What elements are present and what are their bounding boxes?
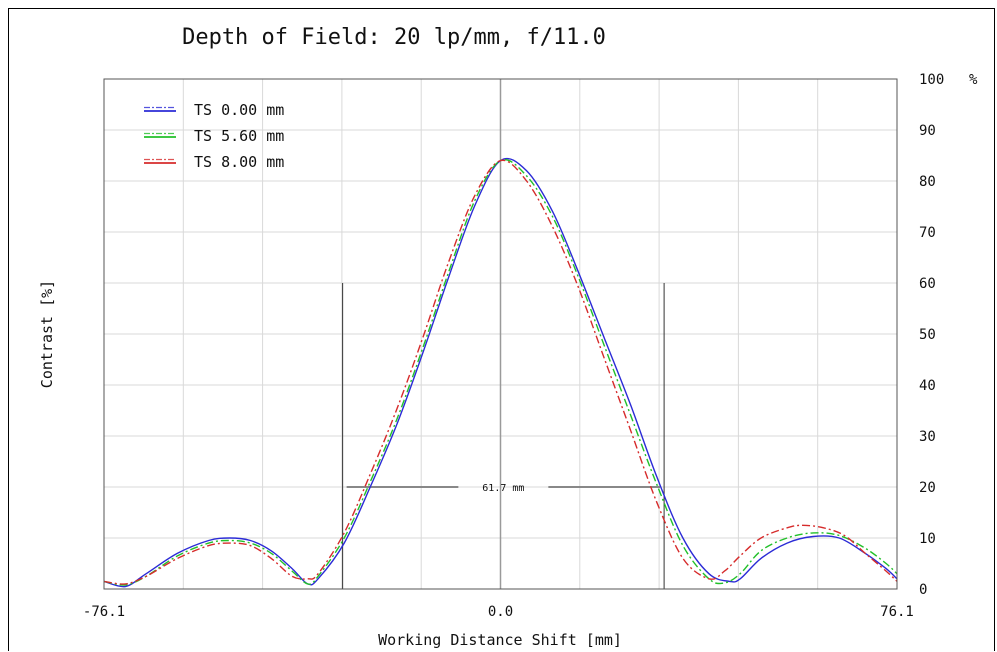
x-tick-label: 76.1 bbox=[880, 604, 914, 620]
y-tick-label: 20 bbox=[919, 480, 936, 496]
series-group bbox=[104, 157, 897, 588]
y-tick-label: 30 bbox=[919, 429, 936, 445]
y-tick-label: 80 bbox=[919, 174, 936, 190]
y-tick-label: 50 bbox=[919, 327, 936, 343]
y-tick-label: 60 bbox=[919, 276, 936, 292]
y-tick-label: 90 bbox=[919, 123, 936, 139]
plot-area-frame bbox=[103, 78, 898, 590]
y-tick-label: 100 bbox=[919, 72, 944, 88]
dof-span-label: 61.7 mm bbox=[482, 483, 524, 494]
y-unit-label: % bbox=[969, 72, 978, 88]
legend-label: TS 0.00 mm bbox=[194, 101, 284, 119]
annotation-group: 61.7 mm bbox=[342, 283, 665, 589]
y-tick-label: 10 bbox=[919, 531, 936, 547]
x-tick-label: -76.1 bbox=[83, 604, 125, 620]
legend-label: TS 8.00 mm bbox=[194, 153, 284, 171]
chart-title: Depth of Field: 20 lp/mm, f/11.0 bbox=[182, 25, 606, 50]
y-tick-label: 40 bbox=[919, 378, 936, 394]
legend-label: TS 5.60 mm bbox=[194, 127, 284, 145]
series-line-2 bbox=[104, 159, 897, 585]
legend: TS 0.00 mm TS 5.60 mm TS 8.00 mm bbox=[144, 101, 284, 171]
depth-of-field-chart: Depth of Field: 20 lp/mm, f/11.0 61.7 mm… bbox=[38, 25, 978, 649]
y-tick-label: 70 bbox=[919, 225, 936, 241]
y-axis-label: Contrast [%] bbox=[38, 280, 56, 388]
grid bbox=[104, 79, 897, 589]
y-tick-label: 0 bbox=[919, 582, 927, 598]
x-tick-label: 0.0 bbox=[488, 604, 513, 620]
chart-frame: Depth of Field: 20 lp/mm, f/11.0 61.7 mm… bbox=[8, 8, 995, 651]
ticks: 0 10 20 30 40 50 60 70 80 90 100 % -76.1 0.0 76.1 bbox=[83, 72, 978, 620]
x-axis-label: Working Distance Shift [mm] bbox=[378, 631, 622, 649]
